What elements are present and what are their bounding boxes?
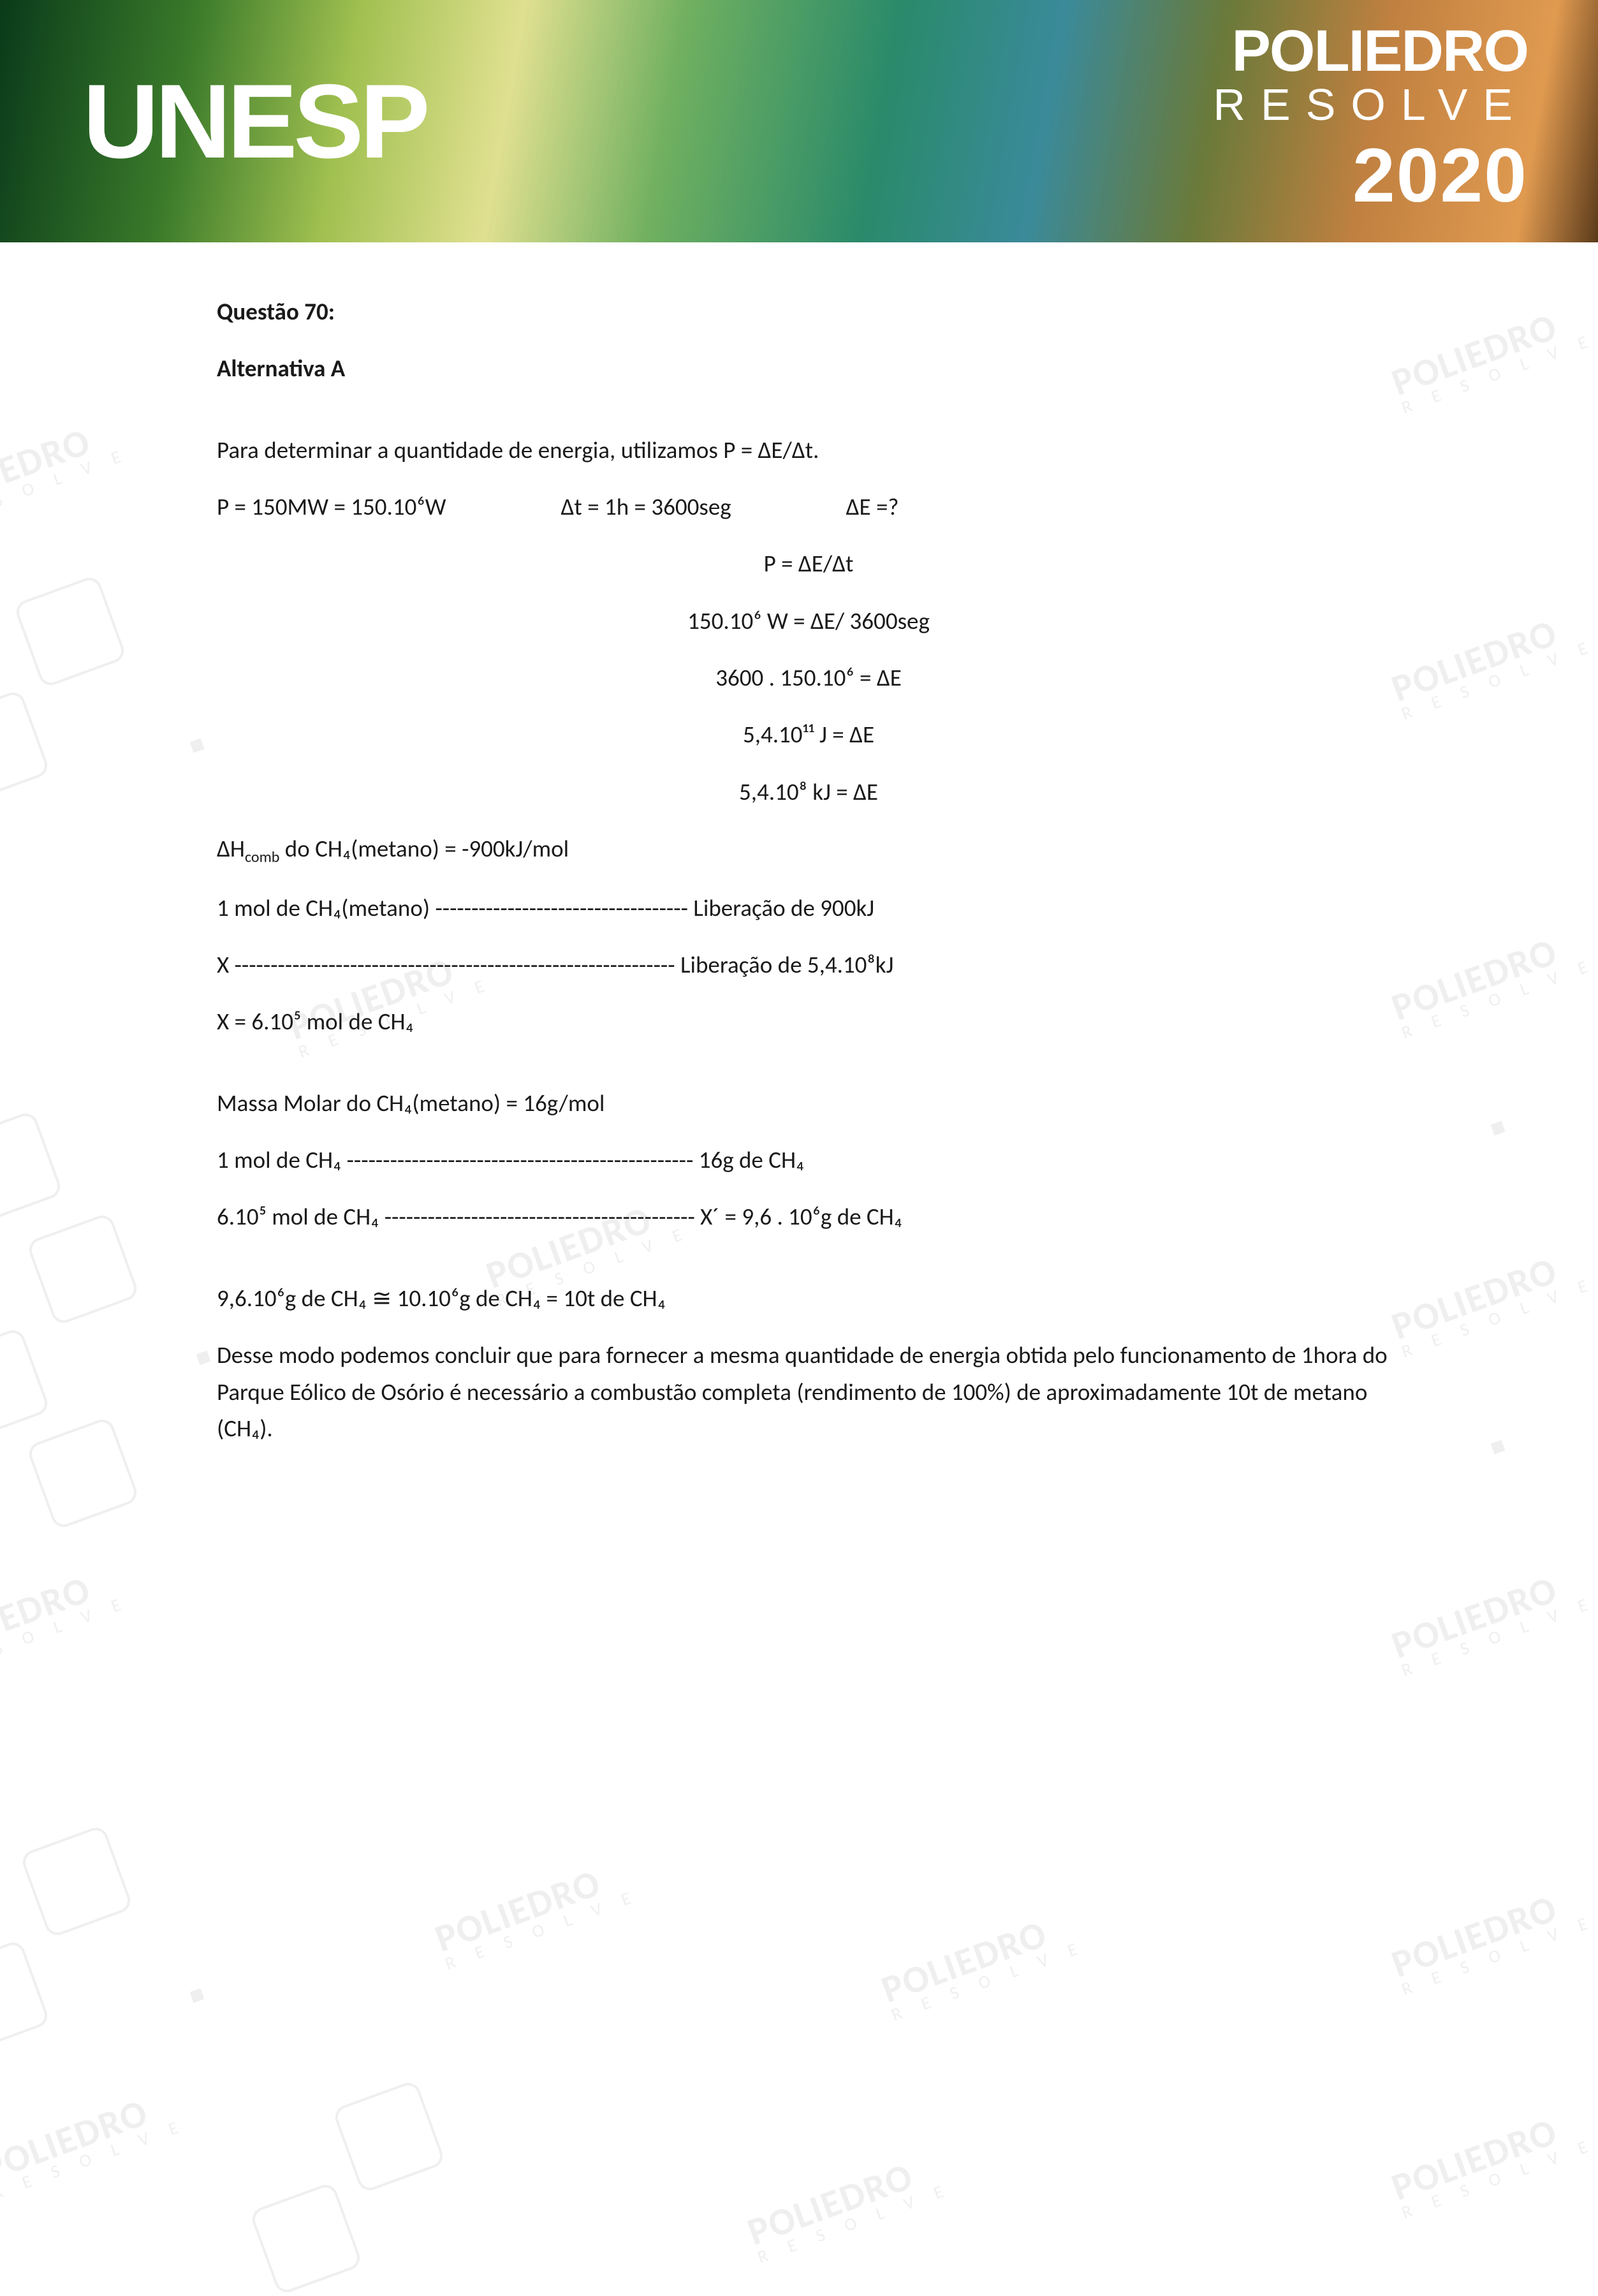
wm-sub: R E S O L V E bbox=[443, 1887, 641, 1972]
brand-name: POLIEDRO bbox=[1213, 22, 1528, 80]
equation-3: 3600 . 150.10⁶ = ΔE bbox=[217, 659, 1400, 696]
dh-post: do CH₄(metano) = -900kJ/mol bbox=[279, 834, 569, 863]
conclusion-text: Desse modo podemos concluir que para for… bbox=[217, 1337, 1400, 1446]
prop4-left: 6.10⁵ mol de CH₄ bbox=[217, 1202, 385, 1231]
prop2-right: Liberação de 5,4.10⁸kJ bbox=[675, 950, 894, 979]
wm-sub: R E S O L V E bbox=[0, 1593, 131, 1679]
logo-poliedro: POLIEDRO RESOLVE 2020 bbox=[1213, 22, 1528, 221]
proportion-2: X --------------------------------------… bbox=[217, 946, 1400, 983]
prop3-dash: ----------------------------------------… bbox=[347, 1145, 694, 1174]
proportion-1: 1 mol de CH₄(metano) -------------------… bbox=[217, 890, 1400, 926]
molar-mass-line: Massa Molar do CH₄(metano) = 16g/mol bbox=[217, 1085, 1400, 1121]
wm-text: POLIEDRO bbox=[1386, 1885, 1564, 1987]
wm-text: POLIEDRO bbox=[1386, 2108, 1564, 2211]
document-body: Questão 70: Alternativa A Para determina… bbox=[0, 242, 1598, 1446]
proportion-4: 6.10⁵ mol de CH₄ -----------------------… bbox=[217, 1198, 1400, 1235]
prop2-left: X bbox=[217, 950, 235, 979]
prop1-dash: ----------------------------------- bbox=[435, 894, 687, 922]
dh-pre: ΔH bbox=[217, 834, 245, 863]
question-label: Questão 70: bbox=[217, 293, 1400, 330]
wm-text: POLIEDRO bbox=[429, 1859, 607, 1962]
prop3-left: 1 mol de CH₄ bbox=[217, 1145, 347, 1174]
result-x: X = 6.10⁵ mol de CH₄ bbox=[217, 1003, 1400, 1040]
prop2-dash: ----------------------------------------… bbox=[235, 950, 675, 979]
alternative-label: Alternativa A bbox=[217, 350, 1400, 386]
prop1-left: 1 mol de CH₄(metano) bbox=[217, 894, 435, 922]
equation-4: 5,4.10¹¹ J = ΔE bbox=[217, 716, 1400, 753]
wm-text: POLIEDRO bbox=[742, 2152, 920, 2255]
wm-text: POLIEDRO bbox=[0, 1566, 97, 1668]
prop4-dash: ----------------------------------------… bbox=[385, 1202, 695, 1231]
wm-sub: R E S O L V E bbox=[1400, 1593, 1598, 1679]
wm-sub: R E S O L V E bbox=[890, 1938, 1088, 2023]
dh-sub: comb bbox=[245, 848, 280, 866]
given-p: P = 150MW = 150.10⁶W bbox=[217, 489, 446, 525]
logo-unesp: UNESP bbox=[83, 61, 426, 182]
prop4-right: X´ = 9,6 . 10⁶g de CH₄ bbox=[695, 1202, 902, 1231]
intro-text: Para determinar a quantidade de energia,… bbox=[217, 432, 1400, 468]
equation-5: 5,4.10⁸ kJ = ΔE bbox=[217, 774, 1400, 810]
proportion-3: 1 mol de CH₄ ---------------------------… bbox=[217, 1142, 1400, 1178]
wm-sub: R E S O L V E bbox=[0, 2116, 188, 2202]
brand-tagline: RESOLVE bbox=[1213, 80, 1528, 129]
wm-sub: R E S O L V E bbox=[1400, 2135, 1598, 2221]
wm-text: POLIEDRO bbox=[0, 2089, 154, 2191]
delta-h-line: ΔHcomb do CH₄(metano) = -900kJ/mol bbox=[217, 830, 1400, 869]
approx-line: 9,6.10⁶g de CH₄ ≅ 10.10⁶g de CH₄ = 10t d… bbox=[217, 1280, 1400, 1316]
prop1-right: Liberação de 900kJ bbox=[688, 894, 874, 922]
given-values-row: P = 150MW = 150.10⁶W Δt = 1h = 3600seg Δ… bbox=[217, 489, 1400, 525]
wm-sub: R E S O L V E bbox=[1400, 1912, 1598, 1998]
given-de: ΔE =? bbox=[846, 489, 899, 525]
brand-year: 2020 bbox=[1213, 129, 1528, 221]
wm-sub: R E S O L V E bbox=[756, 2180, 954, 2265]
prop3-right: 16g de CH₄ bbox=[693, 1145, 804, 1174]
wm-text: POLIEDRO bbox=[1386, 1566, 1564, 1668]
page-header: UNESP POLIEDRO RESOLVE 2020 bbox=[0, 0, 1598, 242]
equation-1: P = ΔE/Δt bbox=[217, 545, 1400, 582]
given-dt: Δt = 1h = 3600seg bbox=[561, 489, 731, 525]
wm-text: POLIEDRO bbox=[876, 1910, 1053, 2013]
equation-2: 150.10⁶ W = ΔE/ 3600seg bbox=[217, 603, 1400, 639]
